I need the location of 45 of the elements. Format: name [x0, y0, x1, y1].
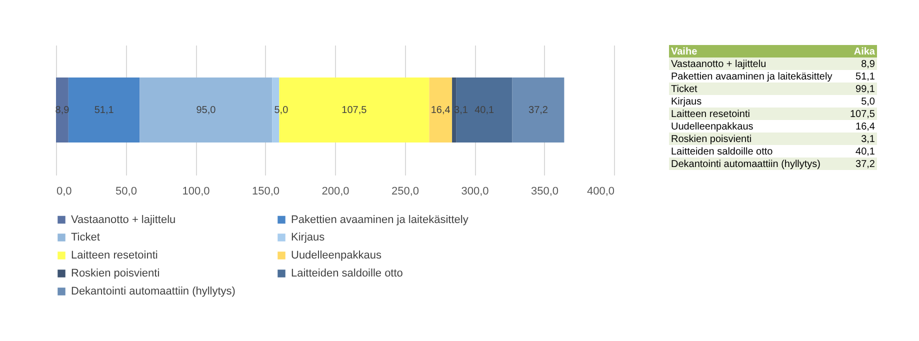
text: 99,1	[856, 84, 876, 95]
x-tick-label: 350,0	[530, 186, 559, 198]
text: Vaihe	[671, 46, 698, 58]
x-tick-label: 100,0	[182, 186, 210, 198]
data-label: 95,0	[196, 105, 216, 116]
data-label: 16,4	[430, 105, 451, 116]
legend-label: Pakettien avaaminen ja laitekäsittely	[291, 214, 469, 226]
legend-label: Laitteiden saldoille otto	[291, 268, 403, 280]
text: Kirjaus	[671, 96, 702, 108]
legend-label: Kirjaus	[291, 232, 326, 244]
text: 16,4	[856, 121, 876, 132]
data-label: 51,1	[94, 105, 114, 116]
text: Roskien poisvienti	[671, 134, 752, 145]
x-tick-label: 250,0	[391, 186, 420, 198]
legend-label: Uudelleenpakkaus	[291, 250, 382, 262]
text: Laitteen resetointi	[671, 108, 750, 120]
text: Dekantointi automaattiin (hyllytys)	[671, 158, 821, 170]
text: Pakettien avaaminen ja laitekäsittely	[671, 71, 832, 82]
text: Laitteiden saldoille otto	[671, 146, 774, 158]
x-tick-label: 300,0	[461, 186, 489, 198]
text: Uudelleenpakkaus	[671, 121, 754, 132]
x-tick-label: 0,0	[56, 186, 72, 198]
legend-label: Ticket	[71, 232, 100, 244]
text: 3,1	[861, 134, 876, 145]
data-label: 107,5	[342, 105, 368, 116]
x-tick-label: 400,0	[586, 186, 614, 198]
legend-label: Laitteen resetointi	[71, 250, 158, 262]
legend-label: Dekantointi automaattiin (hyllytys)	[71, 286, 236, 298]
legend-label: Vastaanotto + lajittelu	[71, 214, 176, 226]
text: 37,2	[856, 158, 876, 170]
x-tick-label: 200,0	[322, 186, 350, 198]
text: Aika	[854, 46, 876, 58]
text: 51,1	[856, 71, 876, 82]
legend-label: Roskien poisvienti	[71, 268, 160, 280]
text: Ticket	[671, 84, 698, 95]
text: 40,1	[856, 146, 876, 158]
x-tick-label: 50,0	[116, 186, 137, 198]
x-tick-label: 150,0	[252, 186, 280, 198]
data-label: 37,2	[528, 105, 548, 116]
data-label: 40,1	[474, 105, 494, 116]
data-label: 3,1	[454, 105, 468, 116]
text: Vastaanotto + lajittelu	[671, 58, 766, 70]
text: 107,5	[850, 108, 876, 120]
text: 5,0	[861, 96, 876, 108]
text: 8,9	[861, 58, 876, 70]
